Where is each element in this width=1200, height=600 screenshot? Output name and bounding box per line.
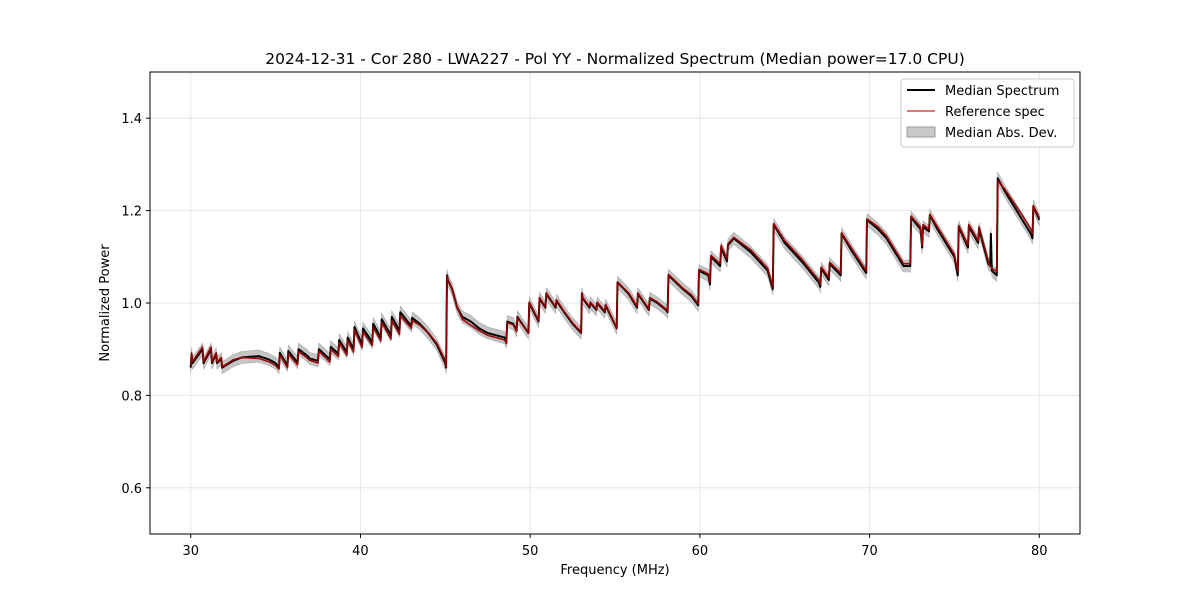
x-tick-label: 30 [182,544,199,559]
x-axis-label: Frequency (MHz) [560,563,669,578]
legend-box [900,78,1075,148]
legend-mad-swatch [906,126,936,138]
x-tick-label: 70 [861,544,878,559]
x-axis-ticks: 30 40 50 60 70 80 [182,534,1048,559]
x-tick-label: 60 [692,544,709,559]
y-axis-label: Normalized Power [98,244,113,362]
median-spectrum-line [189,177,1041,369]
y-tick-label: 0.8 [121,389,142,404]
mad-band [190,171,1040,375]
x-tick-label: 40 [352,544,369,559]
grid-lines [150,72,1080,534]
y-tick-label: 0.6 [121,482,142,497]
legend-reference-spec-label: Reference spec [945,105,1045,120]
mad-band-layer [190,171,1040,375]
x-tick-label: 80 [1031,544,1048,559]
y-tick-label: 1.0 [121,297,142,312]
legend-median-spectrum-label: Median Spectrum [945,84,1059,99]
y-tick-label: 1.2 [121,205,142,220]
legend: Median Spectrum Reference spec Median Ab… [900,78,1075,148]
reference-spec-line [189,179,1041,370]
legend-mad-label: Median Abs. Dev. [945,126,1057,141]
y-axis-ticks: 0.6 0.8 1.0 1.2 1.4 [121,112,150,497]
series-layer [189,177,1041,370]
chart-title: 2024-12-31 - Cor 280 - LWA227 - Pol YY -… [265,50,965,68]
y-tick-label: 1.4 [121,112,142,127]
x-tick-label: 50 [522,544,539,559]
